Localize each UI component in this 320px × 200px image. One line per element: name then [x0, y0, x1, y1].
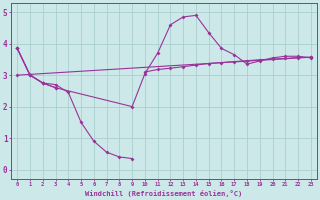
- X-axis label: Windchill (Refroidissement éolien,°C): Windchill (Refroidissement éolien,°C): [85, 190, 243, 197]
